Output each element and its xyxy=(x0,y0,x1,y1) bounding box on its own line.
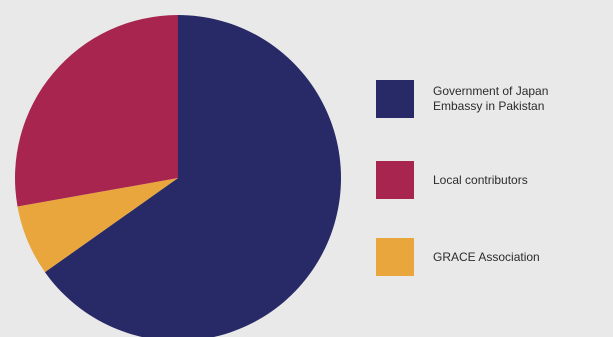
legend-swatch-grace-association xyxy=(376,238,414,276)
legend-item-local-contributors: Local contributors xyxy=(376,161,528,199)
legend-swatch-government-of-japan xyxy=(376,80,414,118)
legend-item-government-of-japan: Government of Japan Embassy in Pakistan xyxy=(376,80,548,118)
legend-item-grace-association: GRACE Association xyxy=(376,238,540,276)
legend-label-government-of-japan: Government of Japan Embassy in Pakistan xyxy=(433,84,549,113)
pie-slice-local-contributors xyxy=(15,15,178,207)
pie-slice-government-of-japan xyxy=(44,15,341,337)
pie-slice-grace-association xyxy=(17,178,178,273)
legend-swatch-local-contributors xyxy=(376,161,414,199)
legend-label-local-contributors: Local contributors xyxy=(433,172,528,187)
legend-label-grace-association: GRACE Association xyxy=(433,249,540,264)
pie-chart xyxy=(15,15,341,337)
